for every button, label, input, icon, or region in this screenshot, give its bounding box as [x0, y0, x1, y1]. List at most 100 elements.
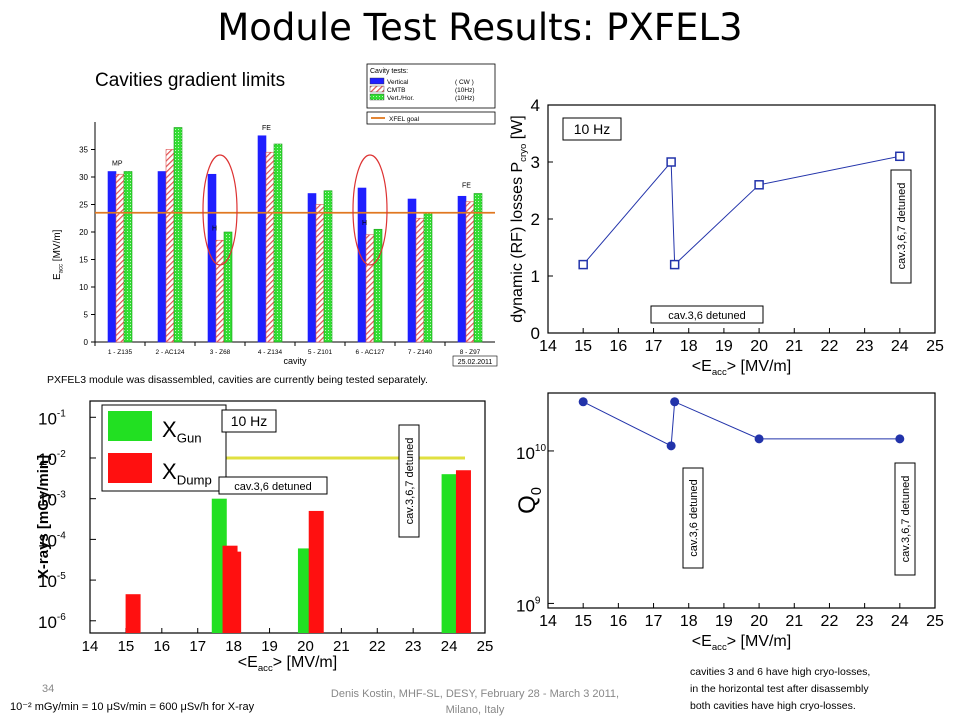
- plot-frame: [89, 400, 486, 634]
- x-tick-label: 14: [539, 338, 557, 355]
- y-tick-label: 35: [79, 146, 88, 155]
- x-tick-label: 15: [574, 338, 592, 355]
- y-tick-label: 3: [531, 153, 540, 172]
- bar-annotation: H: [362, 220, 367, 227]
- x-tick-label: 24: [891, 613, 909, 630]
- x-tick-label: 1 - Z135: [108, 349, 133, 356]
- x-tick-label: 18: [225, 638, 242, 655]
- chart-title: Cavities gradient limits: [95, 70, 285, 91]
- y-tick-label: 2: [531, 210, 540, 229]
- y-tick-label: 10-1: [38, 408, 66, 428]
- highlight-ellipse: [352, 154, 388, 266]
- x-tick-label: 4 - Z134: [258, 349, 283, 356]
- x-axis-label: <Eacc> [MV/m]: [692, 358, 791, 378]
- x-tick-label: 21: [785, 613, 803, 630]
- detuned-label: cav.3,6,7 detuned: [896, 183, 908, 270]
- x-tick-label: 21: [333, 638, 350, 655]
- y-tick-label: 10-4: [38, 530, 66, 550]
- legend-tag: (10Hz): [455, 95, 475, 102]
- label-box: [221, 409, 277, 433]
- x-tick-label: 23: [856, 338, 874, 355]
- y-axis-label: dynamic (RF) losses Pcryo [W]: [509, 115, 529, 322]
- x-tick-label: 24: [891, 338, 909, 355]
- bar-vertical: [457, 195, 467, 343]
- date-box: [452, 355, 498, 367]
- bar-xdump: [125, 594, 141, 633]
- y-tick-label: 5: [84, 311, 89, 320]
- data-point: [754, 180, 764, 190]
- bar-annotation: FE: [462, 183, 471, 190]
- legend-swatch: [369, 93, 385, 101]
- x-tick-label: 2 - AC124: [156, 349, 185, 356]
- x-tick-label: 20: [297, 638, 314, 655]
- label-box: [562, 117, 622, 141]
- goal-legend-box: [366, 111, 496, 125]
- bar-vertical: [157, 171, 167, 343]
- cryo-loss-note-line: both cavities have high cryo-losses.: [690, 700, 856, 712]
- data-point: [666, 441, 676, 451]
- legend-swatch: [108, 411, 152, 441]
- bar-annotation: MP: [112, 161, 123, 168]
- detuned-label: cav.3,6 detuned: [668, 310, 745, 322]
- data-point: [670, 397, 680, 407]
- y-tick-label: 10-5: [38, 571, 66, 591]
- x-tick-label: 25: [477, 638, 494, 655]
- legend-label: XGun: [162, 417, 202, 446]
- label-box: [682, 467, 704, 569]
- bar-verthor: [173, 127, 183, 343]
- x-tick-label: 20: [750, 338, 768, 355]
- x-axis-label: <Eacc> [MV/m]: [238, 654, 337, 674]
- detuned-label: cav.3,6,7 detuned: [900, 476, 912, 563]
- y-tick-label: 1010: [516, 443, 546, 463]
- y-tick-label: 25: [79, 201, 88, 210]
- y-tick-label: 10-3: [38, 490, 66, 510]
- legend-label: CMTB: [387, 87, 405, 94]
- bar-xdump: [308, 510, 324, 633]
- x-tick-label: 8 - Z97: [460, 349, 481, 356]
- x-tick-label: 17: [645, 613, 663, 630]
- x-tick-label: 22: [369, 638, 386, 655]
- y-tick-label: 0: [84, 338, 89, 347]
- bar-xdump: [226, 551, 242, 633]
- bar-annotation: FE: [262, 125, 271, 132]
- date-label: 25.02.2011: [458, 359, 493, 366]
- data-point: [895, 151, 905, 162]
- x-tick-label: 16: [609, 613, 627, 630]
- bar-verthor: [423, 212, 433, 343]
- label-box: [890, 169, 912, 284]
- bar-cmtb: [415, 217, 425, 343]
- data-point: [578, 397, 588, 407]
- freq-label: 10 Hz: [574, 121, 611, 137]
- legend-label: Vertical: [387, 79, 409, 86]
- loss-series-line: [582, 155, 900, 266]
- bar-vertical: [407, 198, 417, 343]
- y-tick-label: 1: [531, 267, 540, 286]
- freq-label: 10 Hz: [231, 413, 268, 429]
- x-tick-label: 19: [715, 613, 733, 630]
- x-tick-label: 18: [680, 338, 698, 355]
- x-tick-label: 6 - AC127: [356, 349, 385, 356]
- data-point: [754, 434, 764, 444]
- bar-verthor: [223, 231, 233, 343]
- bar-cmtb: [365, 234, 375, 343]
- bar-cmtb: [315, 204, 325, 343]
- y-tick-label: 0: [531, 324, 540, 343]
- y-tick-label: 109: [516, 595, 541, 615]
- bar-xgun: [441, 474, 457, 633]
- x-tick-label: 21: [785, 338, 803, 355]
- q0-series-line: [582, 401, 900, 447]
- dose-conversion-note: 10⁻² mGy/min = 10 μSv/min = 600 μSv/h fo…: [10, 701, 255, 713]
- bar-verthor: [323, 190, 333, 343]
- x-axis-label: <Eacc> [MV/m]: [692, 633, 791, 653]
- x-tick-label: 23: [405, 638, 422, 655]
- detuned-label: cav.3,6 detuned: [234, 481, 311, 493]
- legend-label: XDump: [162, 459, 212, 488]
- x-tick-label: 5 - Z101: [308, 349, 333, 356]
- legend-title: Cavity tests:: [370, 68, 408, 75]
- y-axis-label: Q0: [514, 487, 545, 514]
- legend-swatch: [108, 453, 152, 483]
- author-footer: Denis Kostin, MHF-SL, DESY, February 28 …: [330, 688, 620, 716]
- y-tick-label: 15: [79, 256, 88, 265]
- cryo-loss-note-line: in the horizontal test after disassembly: [690, 683, 869, 695]
